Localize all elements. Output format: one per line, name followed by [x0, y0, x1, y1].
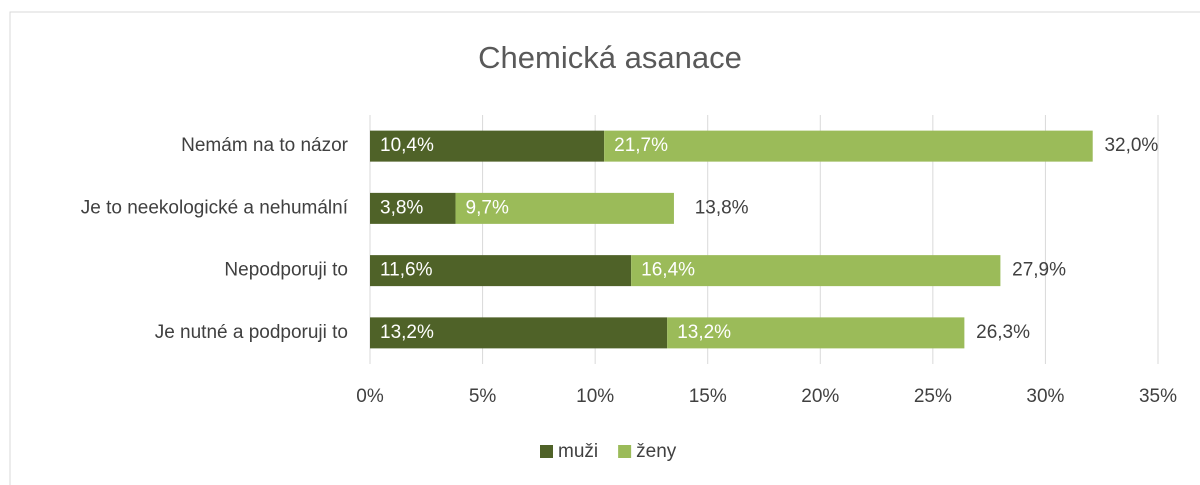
y-tick-label: Je to neekologické a nehumální [81, 197, 349, 218]
y-tick-label: Nemám na to názor [181, 135, 349, 156]
x-tick-label: 35% [1139, 386, 1177, 407]
bar-segment [370, 130, 605, 162]
total-label: 27,9% [1012, 260, 1066, 281]
data-label: 13,2% [677, 322, 731, 343]
data-label: 13,2% [380, 322, 434, 343]
x-tick-label: 0% [356, 386, 384, 407]
x-tick-label: 30% [1026, 386, 1064, 407]
y-tick-label: Nepodporuji to [224, 260, 348, 281]
bar-segment [631, 255, 1001, 287]
data-label: 9,7% [466, 197, 509, 218]
legend-label: muži [558, 441, 598, 462]
legend-label: ženy [636, 441, 677, 462]
bar-segment [370, 192, 456, 224]
x-tick-label: 15% [689, 386, 727, 407]
legend-swatch [540, 445, 553, 458]
x-tick-label: 25% [914, 386, 952, 407]
data-label: 21,7% [614, 135, 668, 156]
x-tick-label: 20% [801, 386, 839, 407]
data-label: 3,8% [380, 197, 423, 218]
bar-segment [370, 255, 632, 287]
bar-segment [370, 317, 668, 349]
chart-border [9, 11, 1200, 485]
data-label: 10,4% [380, 135, 434, 156]
data-label: 16,4% [641, 260, 695, 281]
total-label: 13,8% [695, 197, 749, 218]
bar-segment [604, 130, 1093, 162]
total-label: 26,3% [976, 322, 1030, 343]
bar-segment [667, 317, 965, 349]
data-label: 11,6% [380, 260, 433, 281]
chart-title: Chemická asanace [478, 40, 742, 75]
total-label: 32,0% [1104, 135, 1158, 156]
x-tick-label: 5% [469, 386, 497, 407]
bar-segment [455, 192, 674, 224]
y-tick-label: Je nutné a podporuji to [155, 322, 348, 343]
x-tick-label: 10% [576, 386, 614, 407]
legend-swatch [618, 445, 632, 458]
